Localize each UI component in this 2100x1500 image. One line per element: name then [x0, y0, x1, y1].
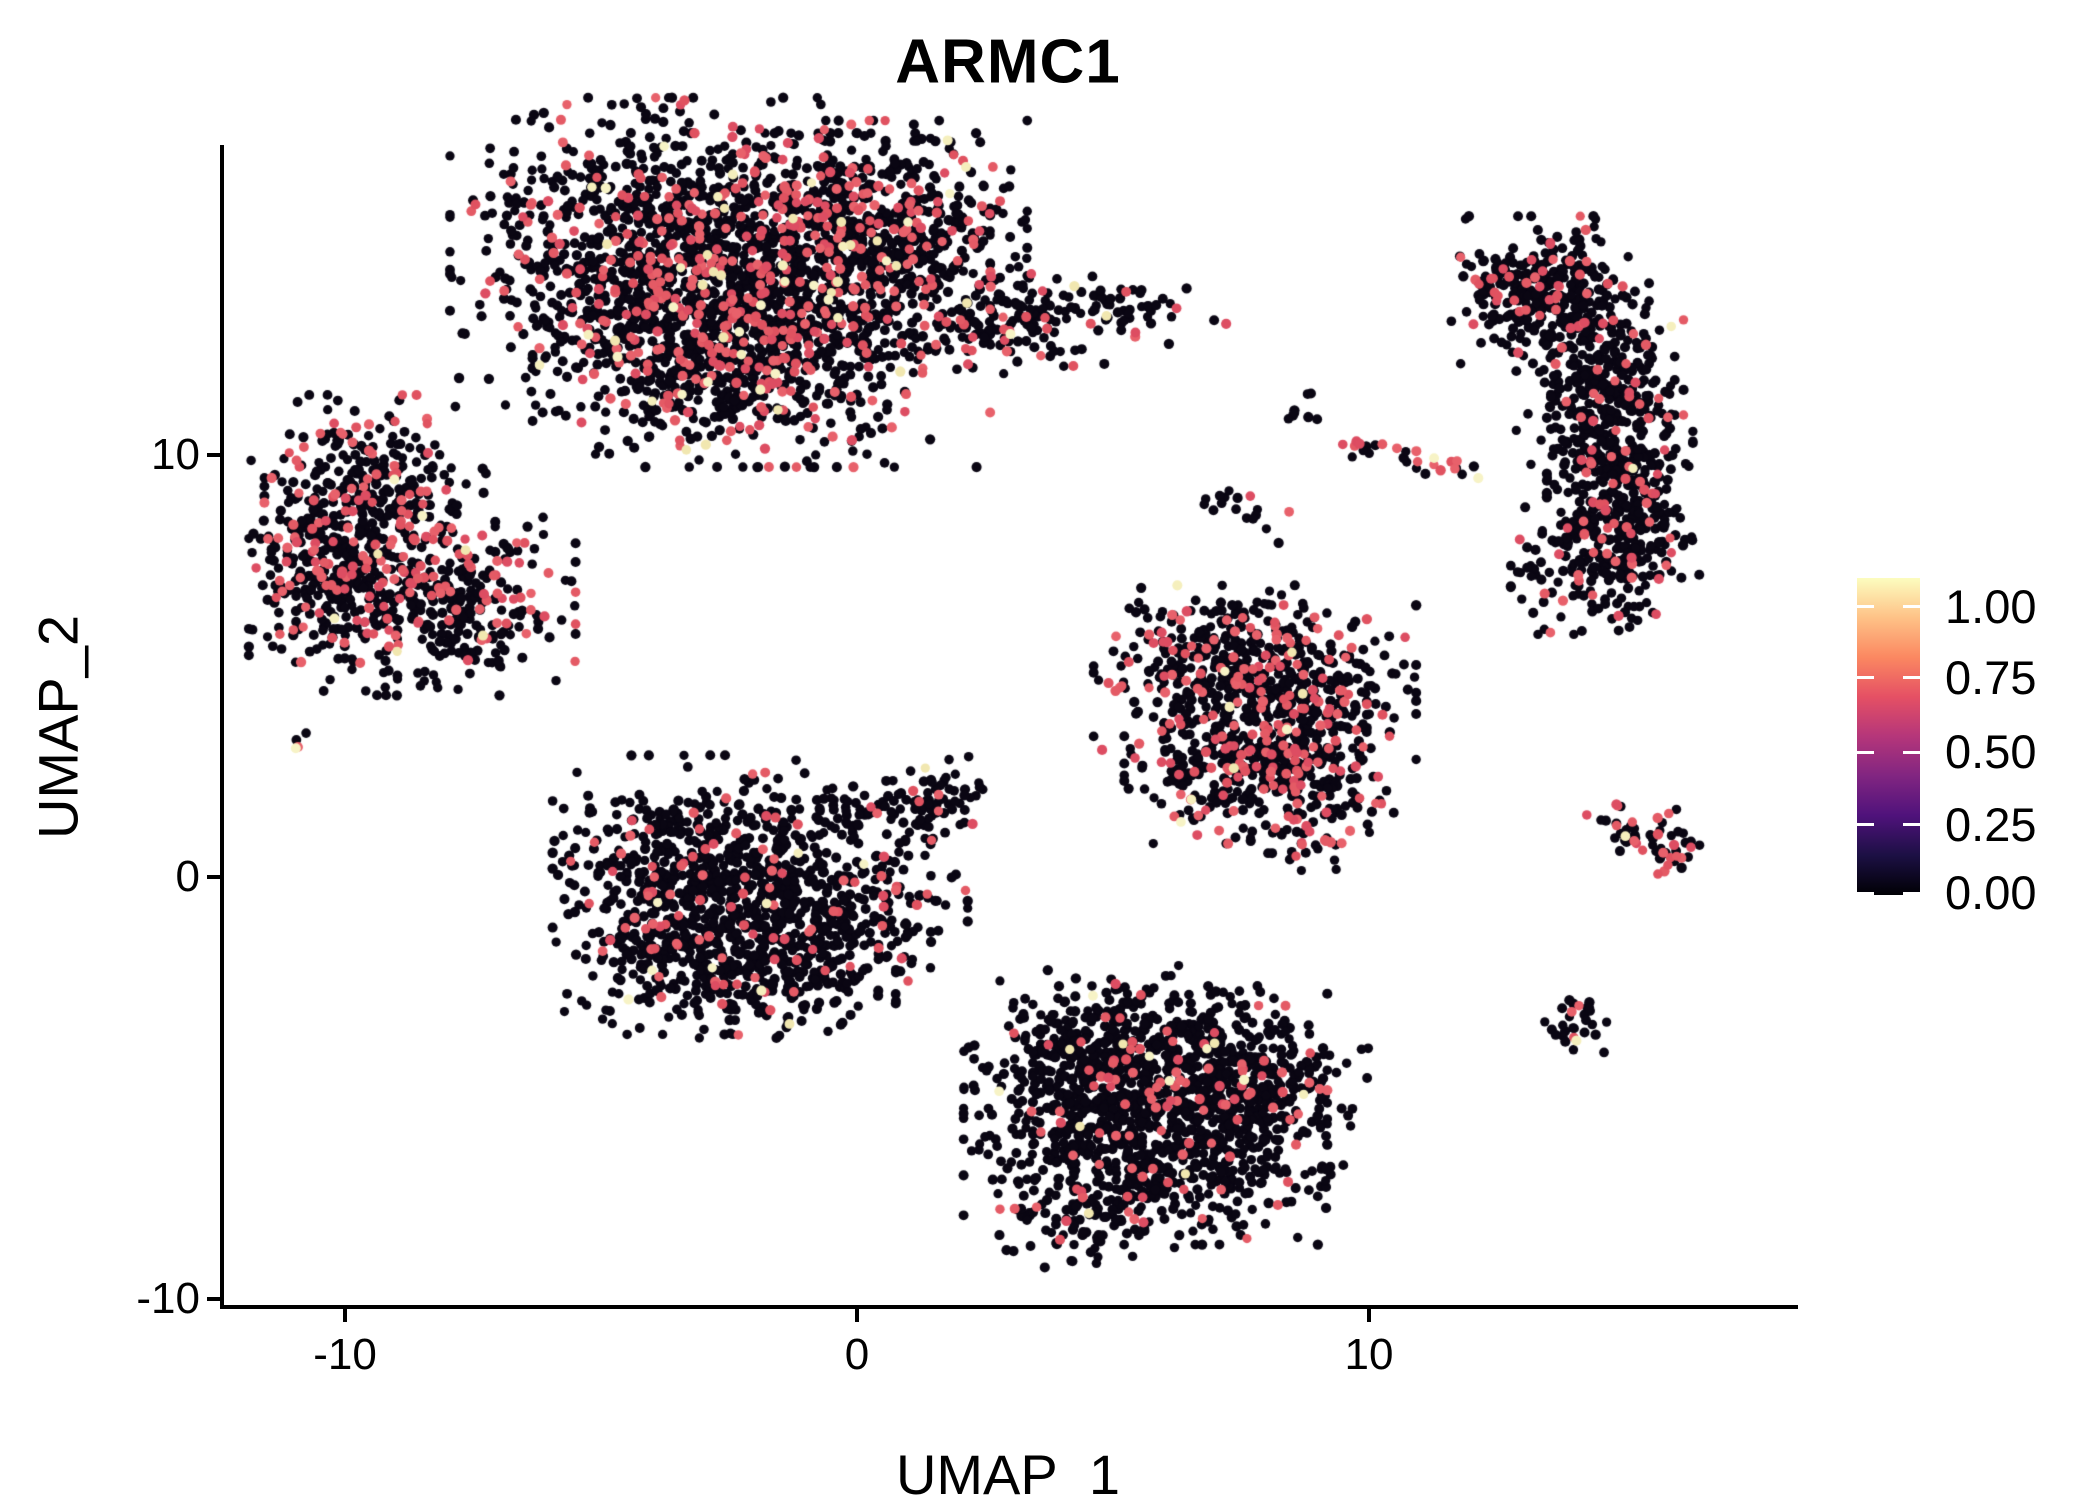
legend-tick-mark	[1903, 676, 1920, 680]
legend-tick-mark	[1903, 750, 1920, 754]
y-axis-tick-mark	[207, 1297, 220, 1301]
legend-tick-mark	[1857, 750, 1874, 754]
y-axis-tick-label: -10	[136, 1274, 200, 1323]
y-axis-tick-mark	[207, 875, 220, 879]
y-axis-tick-label: 10	[151, 430, 200, 479]
legend-value-label: 0.50	[1945, 725, 2037, 779]
legend-tick-mark	[1857, 823, 1874, 827]
y-axis-title: UMAP_2	[26, 614, 90, 840]
x-axis-tick-label: 10	[1344, 1330, 1394, 1379]
x-axis-tick-label: -10	[313, 1330, 377, 1379]
legend-value-label: 1.00	[1945, 579, 2037, 633]
legend-tick-mark	[1857, 605, 1874, 609]
legend-tick-mark	[1903, 605, 1920, 609]
legend-tick-mark	[1857, 891, 1874, 895]
x-axis-line	[220, 1305, 1798, 1309]
y-axis-tick-mark	[207, 453, 220, 457]
x-axis-tick-mark	[343, 1309, 347, 1322]
legend-value-label: 0.75	[1945, 650, 2037, 704]
legend-tick-mark	[1903, 891, 1920, 895]
legend-tick-mark	[1857, 676, 1874, 680]
x-axis-tick-mark	[1367, 1309, 1371, 1322]
x-axis-tick-mark	[855, 1309, 859, 1322]
x-axis-tick-label: 0	[844, 1330, 870, 1379]
x-axis-title: UMAP_1	[895, 1443, 1121, 1500]
legend-value-label: 0.25	[1945, 797, 2037, 851]
plot-title: ARMC1	[895, 27, 1121, 97]
legend-value-label: 0.00	[1945, 866, 2037, 920]
legend-colorbar	[1857, 578, 1920, 895]
legend-tick-mark	[1903, 823, 1920, 827]
y-axis-tick-label: 0	[175, 852, 200, 901]
y-axis-line	[220, 145, 224, 1309]
